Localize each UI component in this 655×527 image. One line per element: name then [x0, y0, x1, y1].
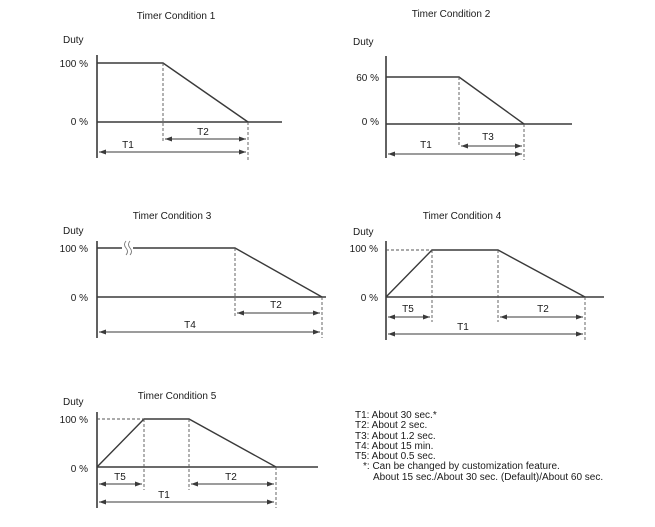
high-level-label: 100 %	[60, 59, 88, 70]
zero-level-label: 0 %	[361, 293, 378, 304]
segment-label-t1: T1	[420, 140, 432, 151]
segment-label-t3: T3	[482, 132, 494, 143]
legend-t2: T2: About 2 sec.	[355, 420, 428, 432]
zero-level-label: 0 %	[71, 117, 88, 128]
duty-axis-label: Duty	[63, 226, 84, 237]
condition-title: Timer Condition 5	[138, 391, 217, 402]
segment-label-t2: T2	[537, 304, 549, 315]
segment-label-t5: T5	[402, 304, 414, 315]
duty-axis-label: Duty	[63, 35, 84, 46]
legend-t4: T4: About 15 min.	[355, 440, 434, 452]
legend-footnote: *: Can be changed by customization featu…	[363, 461, 560, 473]
time-break-mark	[122, 240, 133, 256]
segment-label-t2: T2	[197, 127, 209, 138]
duty-curve	[97, 247, 323, 298]
condition-title: Timer Condition 4	[423, 211, 502, 222]
legend-t5: T5: About 0.5 sec.	[355, 451, 436, 463]
high-level-label: 100 %	[60, 244, 88, 255]
zero-level-label: 0 %	[71, 293, 88, 304]
timer-condition-2: Timer Condition 2 Duty 60 % 0 % T3 T1	[353, 9, 572, 160]
duty-axis-label: Duty	[63, 397, 84, 408]
segment-label-t1: T1	[457, 322, 469, 333]
zero-level-label: 0 %	[362, 117, 379, 128]
segment-label-t1: T1	[158, 490, 170, 501]
timer-condition-3: Timer Condition 3 Duty 100 % 0 % T2 T4	[60, 211, 326, 338]
duty-axis-label: Duty	[353, 37, 374, 48]
timer-condition-1: Timer Condition 1 Duty 100 % 0 % T2 T1	[60, 11, 282, 160]
legend-t3: T3: About 1.2 sec.	[355, 430, 436, 442]
segment-label-t2: T2	[270, 300, 282, 311]
legend-footnote-detail: About 15 sec./About 30 sec. (Default)/Ab…	[373, 471, 604, 483]
legend-t1: T1: About 30 sec.*	[355, 410, 437, 421]
segment-label-t4: T4	[184, 320, 196, 331]
duty-curve	[385, 249, 586, 298]
timer-condition-4: Timer Condition 4 Duty 100 % 0 % T5 T2 T…	[350, 211, 604, 340]
timing-legend: T1: About 30 sec.* T2: About 2 sec. T3: …	[355, 410, 604, 483]
duty-curve	[386, 76, 525, 125]
condition-title: Timer Condition 3	[133, 211, 212, 222]
duty-axis-label: Duty	[353, 227, 374, 238]
duty-curve	[96, 418, 277, 468]
segment-label-t2: T2	[225, 472, 237, 483]
duty-curve	[97, 62, 249, 123]
segment-label-t1: T1	[122, 140, 134, 151]
timer-condition-5: Timer Condition 5 Duty 100 % 0 % T5 T2 T…	[60, 391, 318, 508]
high-level-label: 60 %	[356, 73, 379, 84]
condition-title: Timer Condition 2	[412, 9, 491, 20]
segment-label-t5: T5	[114, 472, 126, 483]
high-level-label: 100 %	[350, 244, 378, 255]
zero-level-label: 0 %	[71, 464, 88, 475]
condition-title: Timer Condition 1	[137, 11, 216, 22]
high-level-label: 100 %	[60, 415, 88, 426]
